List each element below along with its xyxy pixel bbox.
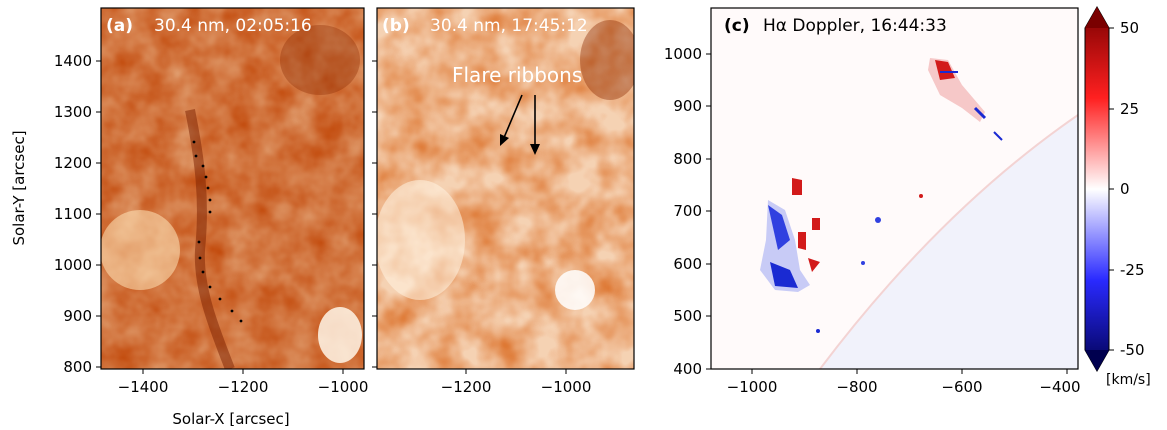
colorbar-gradient — [1084, 5, 1110, 373]
panel-a: (a) 30.4 nm, 02:05:16 1400 1300 1200 110… — [10, 7, 369, 428]
panel-a-y-tick: 1400 — [54, 52, 92, 70]
panel-a-y-tick: 1000 — [54, 256, 92, 274]
doppler-feature-top — [928, 58, 1003, 141]
colorbar-unit: [km/s] — [1106, 372, 1151, 388]
panel-c-title: Hα Doppler, 16:44:33 — [763, 16, 947, 36]
panel-a-image — [101, 8, 364, 369]
y-axis-label: Solar-Y [arcsec] — [10, 130, 28, 245]
panel-b-title: 30.4 nm, 17:45:12 — [430, 16, 588, 36]
panel-b-x-tick: −1200 — [441, 378, 492, 396]
colorbar: 50 25 0 -25 -50 [km/s] — [1084, 5, 1151, 388]
panel-a-x-tickmarks — [142, 369, 344, 374]
panel-c: (c) Hα Doppler, 16:44:33 1000 900 800 70… — [664, 7, 1081, 396]
panel-a-x-ticklabels: −1400 −1200 −1000 — [118, 378, 369, 396]
panel-a-y-tick: 1200 — [54, 154, 92, 172]
panel-c-x-tick: −800 — [836, 378, 877, 396]
panel-a-x-tick: −1000 — [318, 378, 369, 396]
panel-c-y-tickmarks — [706, 53, 711, 370]
panel-b-x-tick: −1000 — [541, 378, 592, 396]
colorbar-tickmarks — [1109, 27, 1114, 351]
colorbar-tick: 25 — [1120, 100, 1139, 118]
panel-c-label: (c) — [724, 16, 750, 36]
panel-b-x-tickmarks — [465, 369, 567, 374]
panel-a-x-tick: −1400 — [118, 378, 169, 396]
annotation-arrows — [500, 94, 540, 155]
x-axis-label: Solar-X [arcsec] — [172, 410, 289, 428]
panel-b-x-ticklabels: −1200 −1000 — [441, 378, 592, 396]
panel-a-x-tick: −1200 — [218, 378, 269, 396]
colorbar-tick: 0 — [1120, 180, 1130, 198]
panel-c-x-tick: −600 — [941, 378, 982, 396]
colorbar-tick: -50 — [1120, 341, 1145, 359]
panel-c-image — [711, 8, 1078, 369]
colorbar-extend-top — [1085, 7, 1109, 28]
panel-c-x-tick: −400 — [1039, 378, 1080, 396]
panel-c-x-tickmarks — [751, 369, 1068, 374]
panel-a-y-tick: 900 — [63, 307, 92, 325]
panel-c-x-ticklabels: −1000 −800 −600 −400 — [727, 378, 1081, 396]
panel-c-y-tick: 500 — [673, 307, 702, 325]
panel-c-y-ticklabels: 1000 900 800 700 600 500 400 — [664, 45, 702, 378]
panel-a-y-tickmarks — [96, 60, 101, 368]
filament-dots — [192, 140, 243, 323]
panel-c-y-tick: 800 — [673, 150, 702, 168]
panel-a-y-tick: 800 — [63, 358, 92, 376]
panel-a-y-tick: 1100 — [54, 205, 92, 223]
colorbar-extend-bottom — [1085, 350, 1109, 371]
panel-b-image — [377, 8, 634, 369]
doppler-feature-left — [760, 178, 923, 333]
panel-c-y-tick: 400 — [673, 360, 702, 378]
panel-c-y-tick: 700 — [673, 202, 702, 220]
flare-ribbons-annotation: Flare ribbons — [452, 63, 582, 87]
panel-b: (b) 30.4 nm, 17:45:12 Flare ribbons −120… — [372, 7, 635, 396]
panel-a-y-ticklabels: 1400 1300 1200 1100 1000 900 800 — [54, 52, 92, 376]
panel-c-y-tick: 900 — [673, 97, 702, 115]
panel-c-y-tick: 600 — [673, 255, 702, 273]
panel-c-y-tick: 1000 — [664, 45, 702, 63]
panel-b-y-tickmarks — [372, 60, 377, 368]
colorbar-tick: -25 — [1120, 261, 1145, 279]
colorbar-ticklabels: 50 25 0 -25 -50 — [1120, 19, 1145, 359]
panel-a-title: 30.4 nm, 02:05:16 — [154, 16, 312, 36]
colorbar-tick: 50 — [1120, 19, 1139, 37]
panel-c-x-tick: −1000 — [727, 378, 778, 396]
panel-a-label: (a) — [106, 16, 133, 36]
panel-a-y-tick: 1300 — [54, 103, 92, 121]
panel-b-label: (b) — [382, 16, 410, 36]
